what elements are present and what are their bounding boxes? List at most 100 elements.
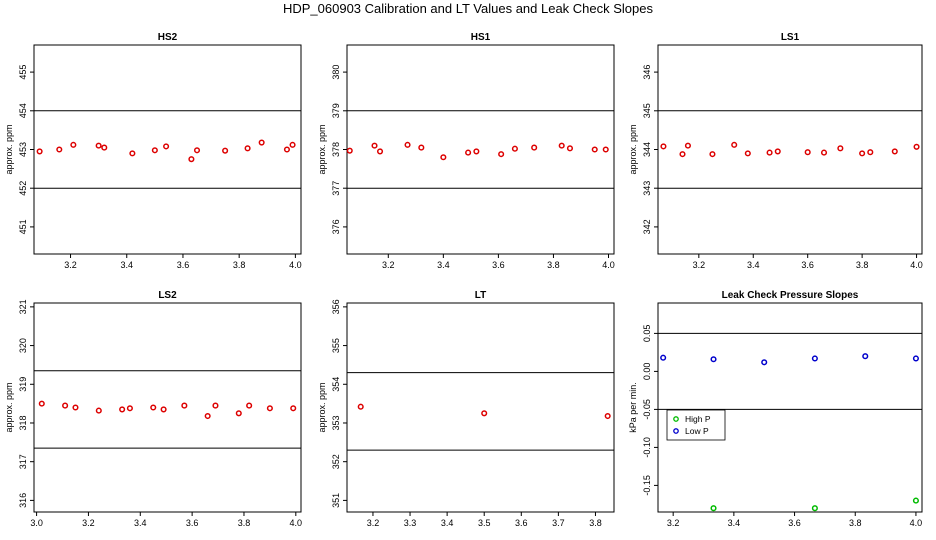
data-point [95, 142, 102, 149]
data-point [679, 151, 686, 158]
data-point [266, 405, 273, 412]
data-point [912, 355, 919, 362]
panel-title: Leak Check Pressure Slopes [722, 290, 859, 301]
figure-title: HDP_060903 Calibration and LT Values and… [282, 1, 654, 16]
data-point [204, 412, 211, 420]
x-tick-label: 3.4 [747, 260, 760, 270]
data-point [867, 149, 874, 156]
y-axis-label: approx. ppm [4, 382, 14, 432]
x-tick-label: 3.3 [404, 518, 417, 528]
x-tick-label: 3.2 [667, 518, 680, 528]
data-point [246, 402, 253, 409]
data-point [289, 141, 296, 148]
data-point [761, 359, 768, 366]
x-tick-label: 3.4 [728, 518, 741, 528]
data-point [558, 142, 565, 149]
panel-hs2: HS2 approx. ppm 3.2 3.4 3.6 3.8 4.0 451 452 453 45… [4, 32, 302, 270]
y-tick-label: 378 [331, 142, 341, 157]
x-tick-label: 3.6 [515, 518, 528, 528]
plot-frame [657, 302, 923, 513]
x-tick-label: 3.6 [492, 260, 505, 270]
data-point [163, 143, 170, 150]
x-tick-label: 3.6 [801, 260, 814, 270]
y-tick-label: 455 [18, 65, 28, 80]
data-point [660, 354, 667, 361]
data-point [891, 148, 898, 155]
x-tick-label: 3.4 [134, 518, 147, 528]
data-point [709, 151, 716, 158]
panel-lt: LT approx. ppm 3.2 3.3 3.4 3.5 3.6 3.7 3.8 351 352… [317, 290, 615, 528]
data-point [283, 146, 290, 153]
data-point [766, 149, 773, 156]
y-tick-label: -0.05 [642, 399, 652, 420]
legend-marker [673, 428, 679, 434]
data-point [193, 147, 201, 154]
data-point [36, 148, 43, 155]
data-point [913, 143, 920, 150]
x-tick-label: 3.4 [120, 260, 133, 270]
data-point [710, 505, 717, 512]
x-tick-label: 3.2 [82, 518, 95, 528]
x-tick-label: 3.2 [64, 260, 77, 270]
y-tick-label: 377 [331, 181, 341, 196]
x-tick-label: 4.0 [289, 260, 302, 270]
plot-frame [33, 302, 302, 513]
x-tick-label: 3.8 [849, 518, 862, 528]
y-tick-label: 343 [642, 181, 652, 196]
y-tick-label: 380 [331, 65, 341, 80]
data-point [498, 151, 505, 158]
y-tick-label: 0.00 [642, 363, 652, 381]
data-point [95, 407, 102, 414]
legend-box [666, 409, 726, 441]
data-point [744, 150, 751, 157]
panel-ls1: LS1 approx. ppm 3.2 3.4 3.6 3.8 4.0 342 343 344 34… [628, 32, 923, 270]
data-point [56, 146, 63, 153]
y-axis-label: approx. ppm [317, 382, 327, 432]
data-point [212, 402, 219, 409]
data-point [604, 412, 611, 420]
y-tick-label: 355 [331, 338, 341, 353]
panel-title: LS2 [158, 290, 177, 301]
x-tick-label: 3.8 [547, 260, 560, 270]
plot-frame [657, 44, 923, 255]
x-tick-label: 4.0 [290, 518, 303, 528]
data-point [660, 143, 667, 150]
plot-frame [346, 44, 615, 255]
y-tick-label: 317 [18, 454, 28, 469]
data-point [126, 405, 133, 412]
data-point [566, 145, 574, 152]
data-point [912, 497, 919, 504]
y-tick-label: 318 [18, 415, 28, 430]
x-tick-label: 4.0 [910, 260, 923, 270]
data-point [181, 402, 188, 409]
y-tick-label: 319 [18, 377, 28, 392]
data-point [404, 141, 411, 148]
y-tick-label: 379 [331, 103, 341, 118]
data-point [531, 144, 538, 151]
x-tick-label: 3.4 [437, 260, 450, 270]
data-point [837, 145, 844, 152]
x-tick-label: 3.8 [589, 518, 602, 528]
panel-ls2: LS2 approx. ppm 3.0 3.2 3.4 3.6 3.8 4.0 316 317 31… [4, 290, 302, 528]
data-point [244, 145, 251, 152]
data-point [859, 150, 866, 157]
panel-title: HS2 [158, 32, 178, 43]
data-point [188, 156, 195, 163]
plot-frame [33, 44, 302, 255]
data-point [511, 145, 518, 152]
y-tick-label: 453 [18, 142, 28, 157]
y-tick-label: 342 [642, 219, 652, 234]
data-point [357, 403, 364, 410]
data-point [129, 150, 136, 157]
y-tick-label: 320 [18, 338, 28, 353]
x-tick-label: 3.4 [441, 518, 454, 528]
data-point [235, 410, 242, 417]
data-point [440, 154, 447, 161]
y-axis-label: approx. ppm [628, 124, 638, 174]
data-point [862, 353, 869, 360]
y-tick-label: -0.15 [642, 475, 652, 496]
data-point [222, 147, 229, 154]
legend-marker [673, 416, 679, 422]
data-point [346, 147, 353, 154]
legend-label: High P [685, 414, 711, 424]
